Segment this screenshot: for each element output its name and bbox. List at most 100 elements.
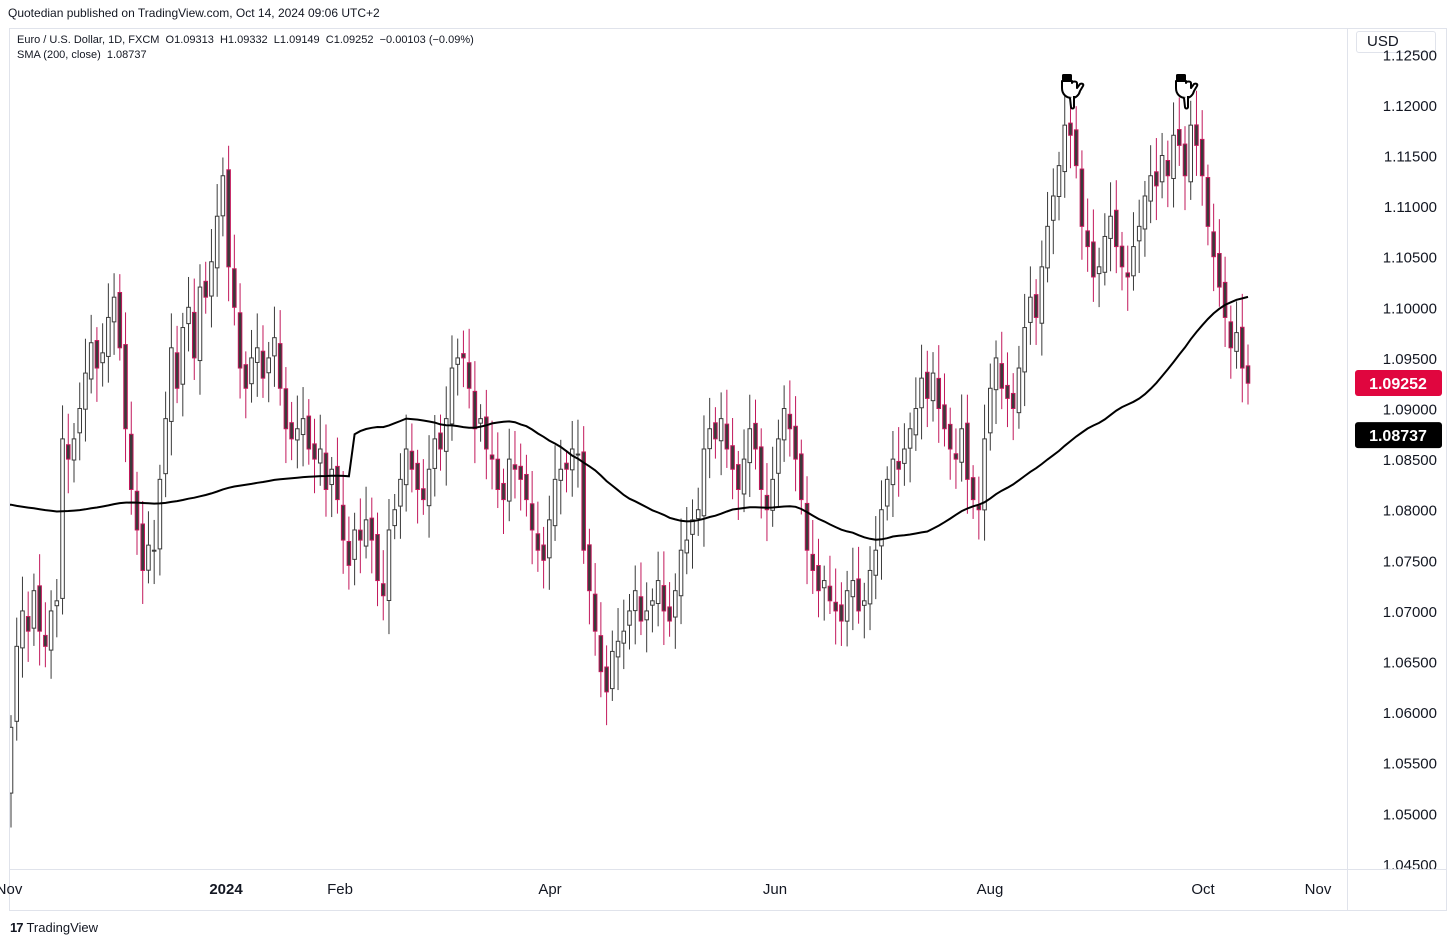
candle-body xyxy=(1108,215,1113,239)
candle-body xyxy=(1028,296,1033,323)
y-tick-label: 1.10500 xyxy=(1383,250,1437,267)
candle-body xyxy=(758,446,764,490)
candle-body xyxy=(862,600,867,606)
currency-button[interactable]: USD xyxy=(1356,31,1436,53)
candle-body xyxy=(14,645,20,722)
candle-body xyxy=(753,422,758,450)
symbol-legend[interactable]: Euro / U.S. Dollar, 1D, FXCM O1.09313 H1… xyxy=(17,34,474,46)
candle-body xyxy=(776,438,781,474)
candle-body xyxy=(1079,168,1085,227)
sma-legend[interactable]: SMA (200, close) 1.08737 xyxy=(17,49,147,61)
candle-body xyxy=(558,468,564,481)
candle-body xyxy=(346,540,352,566)
candle-body xyxy=(31,590,37,629)
y-tick-label: 1.08500 xyxy=(1383,452,1437,469)
candle-body xyxy=(1005,384,1010,399)
candle-body xyxy=(1045,225,1050,269)
candle-body xyxy=(930,372,936,402)
candle-body xyxy=(833,601,838,612)
candle-body xyxy=(1091,241,1096,278)
candle-body xyxy=(1182,143,1188,177)
candle-body xyxy=(707,428,712,450)
candle-body xyxy=(575,453,581,456)
candle-body xyxy=(312,443,317,460)
candle-body xyxy=(592,593,598,632)
y-tick-label: 1.07500 xyxy=(1383,553,1437,570)
candle-body xyxy=(214,215,220,269)
candle-body xyxy=(1136,225,1142,242)
candle-body xyxy=(953,453,959,460)
candle-body xyxy=(713,422,718,440)
candle-body xyxy=(638,596,644,622)
candle-body xyxy=(518,465,523,480)
candle-body xyxy=(839,604,844,622)
candle-body xyxy=(1217,252,1222,288)
candle-body xyxy=(380,583,386,597)
candle-body xyxy=(1068,122,1073,136)
candle-body xyxy=(512,464,518,470)
candle-body xyxy=(913,408,919,436)
candle-body xyxy=(816,565,821,592)
candle-body xyxy=(128,433,134,490)
y-tick-label: 1.07000 xyxy=(1383,604,1437,621)
candle-body xyxy=(1154,171,1159,187)
candle-body xyxy=(1142,195,1148,230)
candle-body xyxy=(392,509,397,527)
candle-body xyxy=(489,454,495,460)
candle-body xyxy=(1016,367,1022,414)
candle-body xyxy=(1125,272,1131,278)
candle-body xyxy=(335,465,340,501)
candle-body xyxy=(884,478,890,507)
candle-body xyxy=(1073,129,1079,167)
candle-body xyxy=(1194,124,1199,146)
candle-body xyxy=(684,539,690,554)
candle-body xyxy=(695,509,701,520)
candle-body xyxy=(1188,124,1194,183)
candle-body xyxy=(266,357,271,374)
candle-body xyxy=(209,261,214,297)
y-tick-label: 1.06500 xyxy=(1383,655,1437,672)
candle-body xyxy=(667,606,672,622)
candle-body xyxy=(71,438,77,461)
candle-body xyxy=(329,468,334,486)
candle-body xyxy=(358,529,363,541)
candle-body xyxy=(770,478,775,511)
candle-body xyxy=(449,367,455,425)
finger-down-icon xyxy=(1175,74,1199,110)
candle-body xyxy=(438,432,443,450)
candle-body xyxy=(524,473,529,501)
candle-body xyxy=(844,590,850,622)
y-tick-label: 1.10000 xyxy=(1383,300,1437,317)
candle-body xyxy=(283,388,289,430)
candle-body xyxy=(169,347,174,422)
candle-body xyxy=(1102,235,1108,273)
candle-body xyxy=(375,534,380,582)
candle-body xyxy=(323,452,329,490)
candle-body xyxy=(988,387,993,434)
candle-body xyxy=(249,357,254,385)
candle-body xyxy=(506,458,512,502)
candle-body xyxy=(295,428,300,441)
candle-body xyxy=(1228,321,1234,349)
candle-body xyxy=(650,600,655,606)
candle-body xyxy=(535,533,541,551)
candle-body xyxy=(587,544,592,592)
candle-body xyxy=(879,509,884,547)
candle-body xyxy=(569,448,575,471)
y-tick-label: 1.09000 xyxy=(1383,402,1437,419)
candle-body xyxy=(1171,134,1176,180)
candle-body xyxy=(254,347,260,363)
candle-body xyxy=(421,488,426,501)
y-tick-label: 1.12000 xyxy=(1383,98,1437,115)
candle-body xyxy=(300,418,306,436)
candle-body xyxy=(272,337,277,357)
y-tick-label: 1.09500 xyxy=(1383,351,1437,368)
x-tick-label: Oct xyxy=(1191,881,1215,898)
candle-body xyxy=(902,448,907,464)
candle-body xyxy=(896,460,901,470)
candle-body xyxy=(942,404,947,430)
candle-body xyxy=(959,428,964,463)
candle-body xyxy=(220,175,226,217)
sma-value-badge: 1.08737 xyxy=(1369,428,1427,445)
